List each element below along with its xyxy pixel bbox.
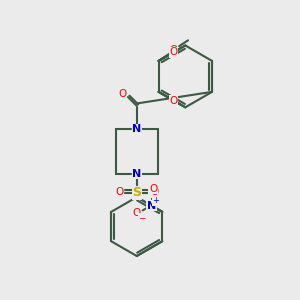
Text: O: O xyxy=(118,89,127,99)
Text: O: O xyxy=(169,47,178,57)
Text: N: N xyxy=(147,201,156,211)
Text: S: S xyxy=(132,186,141,199)
Text: O: O xyxy=(133,208,141,218)
Text: O: O xyxy=(169,45,178,55)
Text: −: − xyxy=(138,214,146,223)
Text: O: O xyxy=(150,187,158,197)
Text: +: + xyxy=(152,196,159,205)
Text: N: N xyxy=(132,169,141,178)
Text: O: O xyxy=(149,184,157,194)
Text: O: O xyxy=(115,187,123,197)
Text: O: O xyxy=(169,95,178,106)
Text: N: N xyxy=(132,124,141,134)
